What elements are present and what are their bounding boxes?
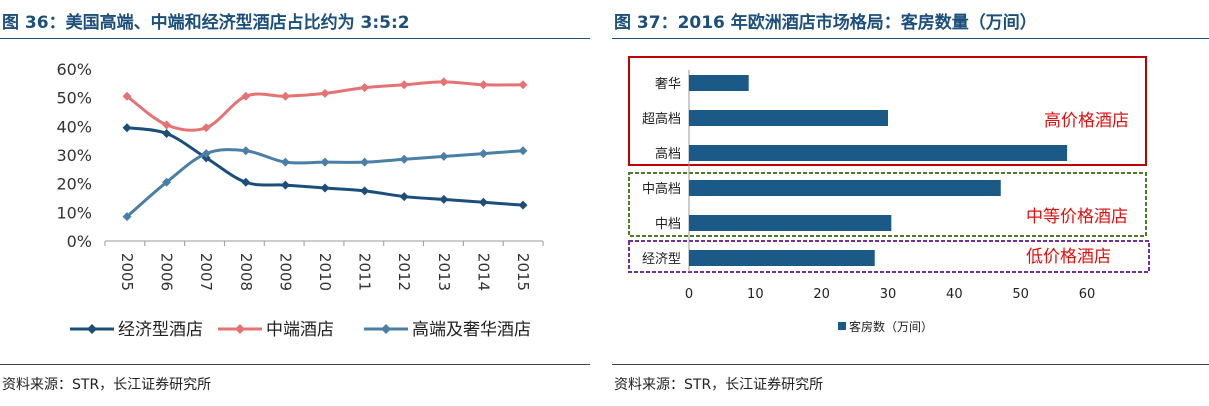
data-point <box>518 80 528 90</box>
data-point <box>320 88 330 98</box>
data-point <box>162 177 172 187</box>
data-point <box>241 146 251 156</box>
x-tick-label: 20 <box>813 287 830 302</box>
data-point <box>360 157 370 167</box>
right-chart-panel: 图 37：2016 年欧洲酒店市场格局：客房数量（万间） 高价格酒店中等价格酒店… <box>612 0 1209 406</box>
x-tick-label: 40 <box>946 287 963 302</box>
x-tick-label: 60 <box>1079 287 1096 302</box>
category-label: 经济型 <box>642 252 681 267</box>
data-point <box>201 149 211 159</box>
y-tick-label: 40% <box>56 117 92 136</box>
data-point <box>360 83 370 93</box>
x-tick-label: 0 <box>685 287 693 302</box>
group-label: 低价格酒店 <box>1026 247 1111 267</box>
y-tick-label: 50% <box>56 89 92 108</box>
data-point <box>439 151 449 161</box>
left-chart-title: 图 36：美国高端、中端和经济型酒店占比约为 3:5:2 <box>2 13 410 33</box>
y-tick-label: 10% <box>56 203 92 222</box>
data-point <box>280 91 290 101</box>
legend-label: 经济型酒店 <box>118 320 203 340</box>
x-tick-label: 10 <box>747 287 764 302</box>
x-tick-label: 2012 <box>395 253 413 291</box>
data-point <box>122 123 132 133</box>
left-source-note: 资料来源：STR，长江证券研究所 <box>2 377 212 393</box>
x-tick-label: 2011 <box>356 253 374 291</box>
legend-swatch <box>838 322 846 330</box>
category-label: 中高档 <box>642 181 681 197</box>
category-label: 高档 <box>655 146 681 162</box>
data-point <box>162 120 172 130</box>
data-point <box>399 154 409 164</box>
data-point <box>320 157 330 167</box>
data-point <box>162 129 172 138</box>
bar <box>689 250 875 266</box>
right-title-rule <box>612 38 1209 39</box>
data-point <box>478 80 488 90</box>
legend-marker <box>235 324 245 334</box>
data-point <box>241 177 251 187</box>
y-tick-label: 20% <box>56 175 92 194</box>
category-label: 奢华 <box>655 77 681 92</box>
data-point <box>360 186 370 196</box>
category-label: 超高档 <box>642 111 681 127</box>
legend-label: 高端及奢华酒店 <box>412 320 531 340</box>
data-point <box>280 157 290 167</box>
right-source-note: 资料来源：STR，长江证券研究所 <box>614 377 824 393</box>
data-point <box>478 197 488 207</box>
right-bottom-rule <box>612 364 1209 365</box>
bar <box>689 215 892 231</box>
data-point <box>399 80 409 90</box>
data-point <box>478 149 488 159</box>
right-chart-title: 图 37：2016 年欧洲酒店市场格局：客房数量（万间） <box>614 13 1037 33</box>
line-chart: 0% 10% 20% 30% 40% 50% 60% 2005 2006 2007 2008 2009… <box>56 60 544 340</box>
legend-marker <box>381 324 391 334</box>
bar <box>689 75 749 91</box>
bar <box>689 145 1068 161</box>
y-tick-label: 30% <box>56 146 92 165</box>
group-box-mid <box>628 172 1147 237</box>
data-point <box>122 212 132 222</box>
data-point <box>439 194 449 204</box>
data-point <box>320 183 330 193</box>
data-point <box>241 91 251 101</box>
y-tick-label: 60% <box>56 60 92 79</box>
left-bottom-rule <box>0 364 590 365</box>
left-chart-panel: 图 36：美国高端、中端和经济型酒店占比约为 3:5:2 0% 10% 20% 30%… <box>0 0 590 406</box>
x-tick-label: 30 <box>880 287 897 302</box>
category-label: 中档 <box>655 217 681 232</box>
data-point <box>439 77 449 87</box>
data-point <box>122 91 132 101</box>
group-label: 高价格酒店 <box>1044 111 1129 131</box>
x-tick-label: 2009 <box>276 253 294 291</box>
left-title-rule <box>0 38 590 39</box>
data-point <box>201 123 211 133</box>
legend-label: 中端酒店 <box>266 320 334 340</box>
legend-marker <box>87 324 97 334</box>
bar <box>689 110 888 126</box>
x-tick-label: 2013 <box>435 253 453 291</box>
x-tick-label: 50 <box>1012 287 1029 302</box>
y-tick-label: 0% <box>67 232 92 251</box>
group-label: 中等价格酒店 <box>1026 207 1128 227</box>
group-box-low <box>628 240 1150 273</box>
x-tick-label: 2006 <box>158 253 176 291</box>
data-point <box>518 200 528 210</box>
data-point <box>399 192 409 202</box>
data-point <box>518 146 528 156</box>
x-tick-label: 2008 <box>237 253 255 291</box>
x-tick-label: 2014 <box>474 253 492 291</box>
x-tick-label: 2005 <box>118 253 136 291</box>
x-tick-label: 2015 <box>514 253 532 291</box>
x-tick-label: 2010 <box>316 253 334 291</box>
data-point <box>280 180 290 190</box>
x-tick-label: 2007 <box>197 253 215 291</box>
legend-label: 客房数（万间） <box>849 319 933 334</box>
group-box-high <box>628 56 1147 166</box>
bar <box>689 180 1001 196</box>
